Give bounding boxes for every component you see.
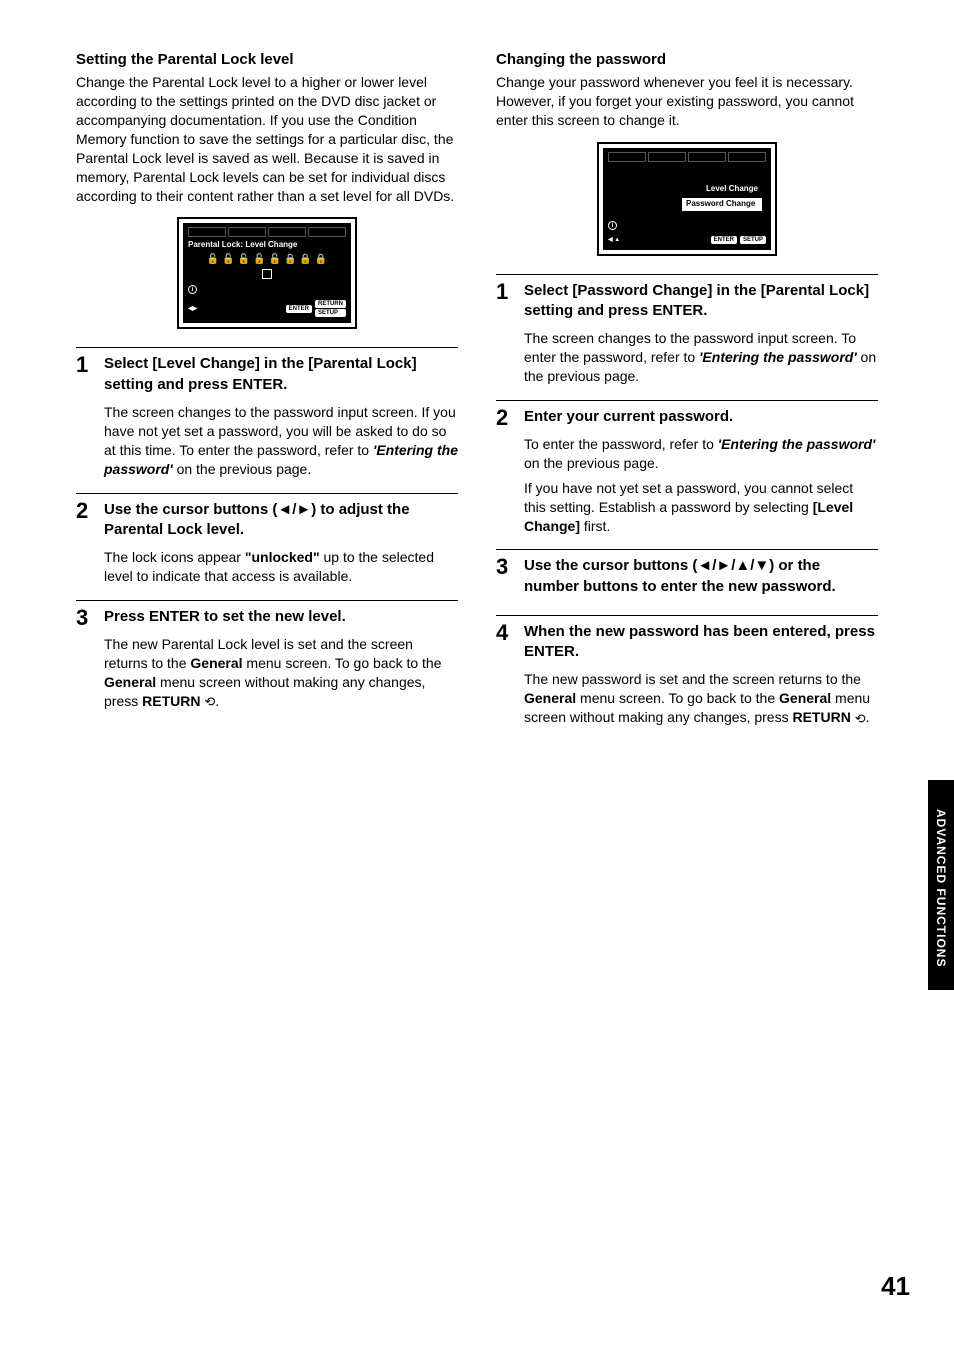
step-number: 1	[76, 354, 104, 399]
step-heading: Enter your current password.	[524, 407, 878, 427]
lock-icon: 🔒	[315, 255, 327, 265]
nav-arrows-icon: ◀▶	[188, 305, 197, 313]
step-number: 1	[496, 281, 524, 326]
screen-level-change: Parental Lock: Level Change 🔓 🔓 🔓 🔓 🔓 🔒 …	[177, 217, 357, 329]
setup-pill: SETUP	[740, 236, 766, 244]
step-number: 4	[496, 622, 524, 667]
intro-left: Change the Parental Lock level to a high…	[76, 73, 458, 205]
step-body-text: The lock icons appear "unlocked" up to t…	[104, 548, 458, 586]
return-pill: RETURN	[315, 300, 346, 308]
return-icon: ⟲	[855, 710, 866, 728]
step-body-text: The new Parental Lock level is set and t…	[104, 635, 458, 711]
step-2-left: 2 Use the cursor buttons (◄/►) to adjust…	[76, 493, 458, 545]
setup-pill: SETUP	[315, 309, 346, 317]
left-column: Setting the Parental Lock level Change t…	[76, 50, 458, 741]
step-body-text: The new password is set and the screen r…	[524, 670, 878, 727]
menu-level-change: Level Change	[702, 183, 762, 196]
step-heading: Select [Level Change] in the [Parental L…	[104, 354, 458, 395]
unlock-icon: 🔓	[207, 255, 219, 265]
unlock-icon: 🔓	[238, 255, 250, 265]
step-body-text: The screen changes to the password input…	[524, 329, 878, 386]
step-heading: Press ENTER to set the new level.	[104, 607, 458, 627]
step-1-left: 1 Select [Level Change] in the [Parental…	[76, 347, 458, 399]
step-4-right: 4 When the new password has been entered…	[496, 615, 878, 667]
step-body-text: To enter the password, refer to 'Enterin…	[524, 435, 878, 535]
unlock-icon: 🔓	[253, 255, 265, 265]
section-title-left: Setting the Parental Lock level	[76, 50, 458, 70]
info-icon: i	[608, 221, 617, 230]
step-1-right: 1 Select [Password Change] in the [Paren…	[496, 274, 878, 326]
enter-pill: ENTER	[286, 305, 312, 313]
step-heading: Use the cursor buttons (◄/►) to adjust t…	[104, 500, 458, 541]
step-number: 2	[76, 500, 104, 545]
step-number: 3	[496, 556, 524, 601]
unlock-icon: 🔓	[222, 255, 234, 265]
unlock-icon: 🔓	[269, 255, 281, 265]
step-2-right: 2 Enter your current password.	[496, 400, 878, 431]
nav-arrows-icon: ◀ ▲	[608, 236, 620, 244]
step-number: 3	[76, 607, 104, 631]
return-icon: ⟲	[204, 693, 215, 711]
step-number: 2	[496, 407, 524, 431]
step-3-left: 3 Press ENTER to set the new level.	[76, 600, 458, 631]
step-heading: When the new password has been entered, …	[524, 622, 878, 663]
page-number: 41	[881, 1269, 910, 1304]
lock-icons-row: 🔓 🔓 🔓 🔓 🔓 🔒 🔒 🔒	[188, 255, 346, 265]
intro-right: Change your password whenever you feel i…	[496, 73, 878, 130]
right-column: Changing the password Change your passwo…	[496, 50, 878, 741]
lock-icon: 🔒	[284, 255, 296, 265]
step-body-text: The screen changes to the password input…	[104, 403, 458, 479]
step-heading: Select [Password Change] in the [Parenta…	[524, 281, 878, 322]
step-3-right: 3 Use the cursor buttons (◄/►/▲/▼) or th…	[496, 549, 878, 601]
step-heading: Use the cursor buttons (◄/►/▲/▼) or the …	[524, 556, 878, 597]
screen-title: Parental Lock: Level Change	[188, 240, 346, 251]
menu-password-change: Password Change	[682, 198, 762, 211]
lock-icon: 🔒	[299, 255, 311, 265]
screen-password-change: Level Change Password Change i ◀ ▲ ENTER…	[597, 142, 777, 256]
info-icon: i	[188, 285, 197, 294]
section-title-right: Changing the password	[496, 50, 878, 70]
enter-pill: ENTER	[711, 236, 737, 244]
side-tab: ADVANCED FUNCTIONS	[928, 780, 954, 990]
